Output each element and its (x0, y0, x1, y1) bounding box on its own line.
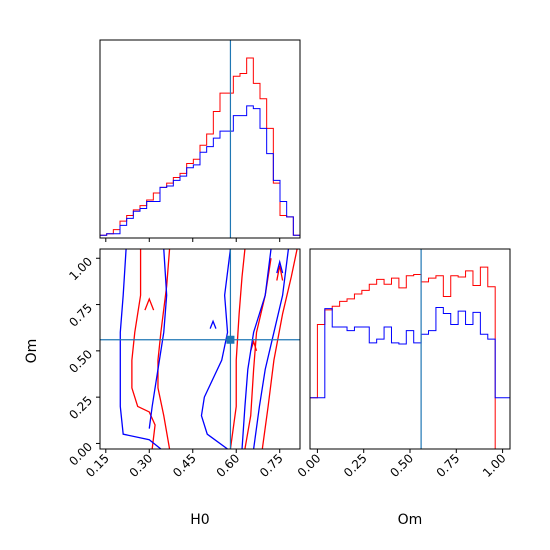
om-y-tick-label-1: 0.25 (66, 393, 95, 422)
contour-line-7 (276, 265, 284, 281)
x-axis-label-h0: H0 (190, 512, 209, 528)
om-y-tick-label-2: 0.50 (66, 347, 95, 376)
om-histogram-ticks: 0.00 0.25 0.50 0.75 1.00 (295, 449, 509, 480)
contour-line-1 (157, 249, 171, 449)
contour-lines (119, 249, 298, 449)
h0-tick-label-2: 0.45 (170, 451, 199, 480)
om-histogram-series (310, 266, 510, 449)
contour-line-3 (261, 249, 298, 449)
h0-histogram-ticks (105, 238, 281, 242)
h0-om-contour-panel: 0.15 0.30 0.45 0.60 0.75 0.000.250.500.751.0… (66, 248, 301, 480)
om-hist-step-0 (310, 266, 510, 449)
om-x-tick-label-4: 1.00 (480, 451, 509, 480)
contour-line-10 (200, 249, 232, 449)
om-x-tick-label-3: 0.75 (434, 451, 463, 480)
om-histogram-panel: 0.00 0.25 0.50 0.75 1.00 (295, 248, 511, 480)
h0-histogram-frame (99, 39, 301, 239)
x-axis-label-om: Om (398, 512, 423, 528)
y-axis-label-om: Om (24, 339, 40, 364)
om-x-tick-label-2: 0.50 (387, 451, 416, 480)
contour-line-11 (241, 249, 272, 449)
h0-histogram-series (99, 57, 301, 238)
h0-hist-step-1 (99, 105, 301, 238)
contour-line-5 (144, 297, 155, 311)
contour-frame (99, 248, 301, 450)
h0-tick-label-3: 0.60 (214, 451, 243, 480)
contour-line-12 (252, 249, 290, 449)
contour-y-ticks: 0.000.250.500.751.00 (66, 254, 100, 468)
contour-line-8 (119, 249, 162, 449)
om-y-tick-label-3: 0.75 (66, 301, 95, 330)
contour-line-14 (276, 259, 284, 274)
om-x-tick-label-1: 0.25 (341, 451, 370, 480)
contour-line-9 (148, 249, 168, 429)
contour-truth-lines (100, 249, 300, 449)
contour-line-0 (131, 249, 156, 449)
h0-histogram-panel (99, 39, 301, 242)
contour-truth-point (226, 335, 235, 344)
h0-tick-label-4: 0.75 (257, 451, 286, 480)
contour-line-13 (209, 319, 217, 329)
h0-tick-label-1: 0.30 (127, 451, 156, 480)
h0-hist-step-0 (99, 57, 301, 238)
contour-line-2 (229, 249, 246, 449)
om-x-tick-label-0: 0.00 (295, 451, 324, 480)
om-y-tick-label-4: 1.00 (66, 254, 95, 283)
om-hist-step-1 (310, 306, 510, 449)
contour-x-ticks: 0.15 0.30 0.45 0.60 0.75 (83, 449, 286, 480)
